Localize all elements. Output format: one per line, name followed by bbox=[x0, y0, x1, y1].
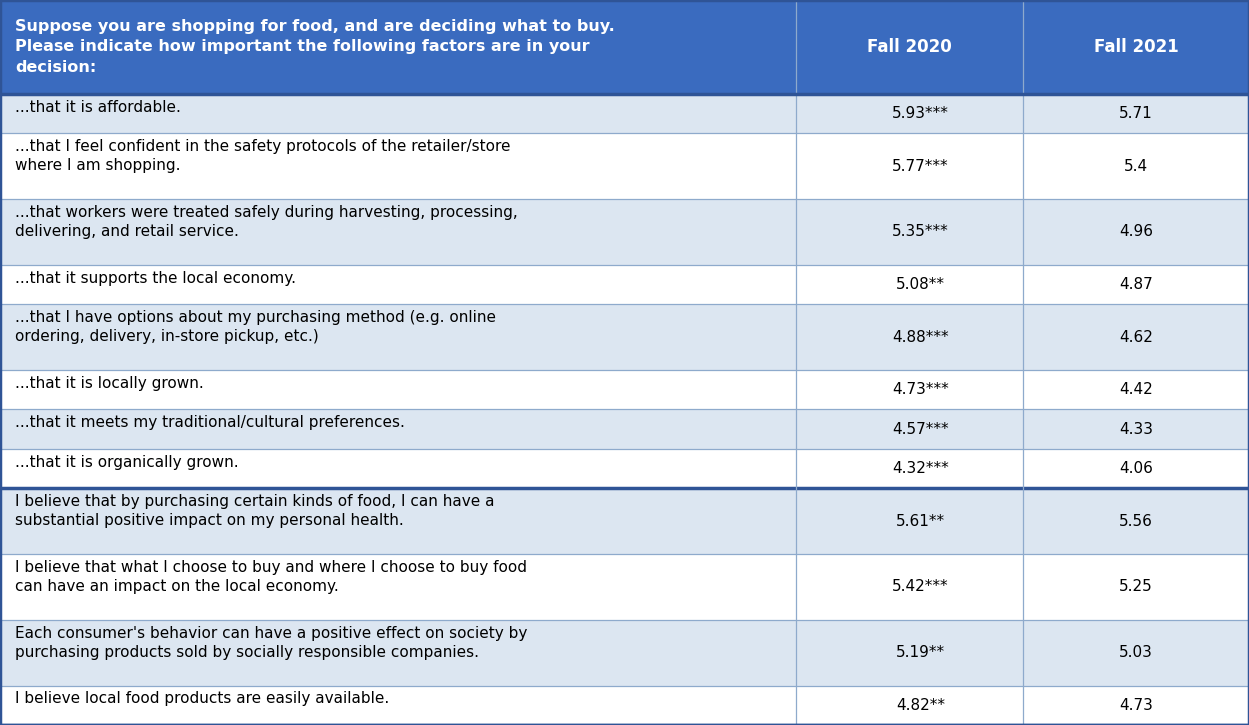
Text: 5.25: 5.25 bbox=[1119, 579, 1153, 594]
Text: ...that it is affordable.: ...that it is affordable. bbox=[15, 99, 181, 115]
Text: 4.73***: 4.73*** bbox=[892, 382, 949, 397]
Text: ...that workers were treated safely during harvesting, processing,
delivering, a: ...that workers were treated safely duri… bbox=[15, 204, 518, 239]
Text: 5.93***: 5.93*** bbox=[892, 106, 949, 121]
Text: ...that I have options about my purchasing method (e.g. online
ordering, deliver: ...that I have options about my purchasi… bbox=[15, 310, 496, 344]
Text: ...that it is locally grown.: ...that it is locally grown. bbox=[15, 376, 204, 391]
Text: 4.42: 4.42 bbox=[1119, 382, 1153, 397]
Text: 4.73: 4.73 bbox=[1119, 697, 1153, 713]
Text: 5.61**: 5.61** bbox=[896, 514, 945, 529]
Text: 4.62: 4.62 bbox=[1119, 330, 1153, 344]
Bar bbox=[0, 0, 1249, 94]
Text: 4.33: 4.33 bbox=[1119, 422, 1153, 436]
Bar bbox=[0, 554, 1249, 620]
Text: Fall 2021: Fall 2021 bbox=[1094, 38, 1178, 56]
Text: 4.87: 4.87 bbox=[1119, 277, 1153, 292]
Text: 5.77***: 5.77*** bbox=[892, 159, 949, 173]
Text: ...that it supports the local economy.: ...that it supports the local economy. bbox=[15, 270, 296, 286]
Bar bbox=[0, 686, 1249, 725]
Text: ...that I feel confident in the safety protocols of the retailer/store
where I a: ...that I feel confident in the safety p… bbox=[15, 139, 511, 173]
Bar bbox=[0, 489, 1249, 554]
Text: Fall 2020: Fall 2020 bbox=[867, 38, 952, 56]
Bar bbox=[0, 620, 1249, 686]
Text: 5.56: 5.56 bbox=[1119, 514, 1153, 529]
Text: 4.96: 4.96 bbox=[1119, 224, 1153, 239]
Text: ...that it meets my traditional/cultural preferences.: ...that it meets my traditional/cultural… bbox=[15, 415, 405, 430]
Text: 4.57***: 4.57*** bbox=[892, 422, 949, 436]
Text: Each consumer's behavior can have a positive effect on society by
purchasing pro: Each consumer's behavior can have a posi… bbox=[15, 626, 527, 660]
Text: 5.19**: 5.19** bbox=[896, 645, 945, 660]
Bar bbox=[0, 449, 1249, 489]
Bar bbox=[0, 370, 1249, 410]
Bar bbox=[0, 199, 1249, 265]
Text: I believe local food products are easily available.: I believe local food products are easily… bbox=[15, 692, 390, 706]
Bar bbox=[0, 94, 1249, 133]
Text: 5.03: 5.03 bbox=[1119, 645, 1153, 660]
Text: 5.08**: 5.08** bbox=[896, 277, 945, 292]
Text: 4.82**: 4.82** bbox=[896, 697, 945, 713]
Bar bbox=[0, 265, 1249, 304]
Text: 5.35***: 5.35*** bbox=[892, 224, 949, 239]
Text: 5.42***: 5.42*** bbox=[892, 579, 949, 594]
Bar bbox=[0, 410, 1249, 449]
Text: 4.88***: 4.88*** bbox=[892, 330, 949, 344]
Text: Suppose you are shopping for food, and are deciding what to buy.
Please indicate: Suppose you are shopping for food, and a… bbox=[15, 19, 615, 75]
Text: 4.32***: 4.32*** bbox=[892, 461, 949, 476]
Bar bbox=[0, 304, 1249, 370]
Text: I believe that by purchasing certain kinds of food, I can have a
substantial pos: I believe that by purchasing certain kin… bbox=[15, 494, 495, 529]
Text: ...that it is organically grown.: ...that it is organically grown. bbox=[15, 455, 239, 470]
Text: 5.4: 5.4 bbox=[1124, 159, 1148, 173]
Text: 5.71: 5.71 bbox=[1119, 106, 1153, 121]
Text: 4.06: 4.06 bbox=[1119, 461, 1153, 476]
Text: I believe that what I choose to buy and where I choose to buy food
can have an i: I believe that what I choose to buy and … bbox=[15, 560, 527, 594]
Bar bbox=[0, 133, 1249, 199]
